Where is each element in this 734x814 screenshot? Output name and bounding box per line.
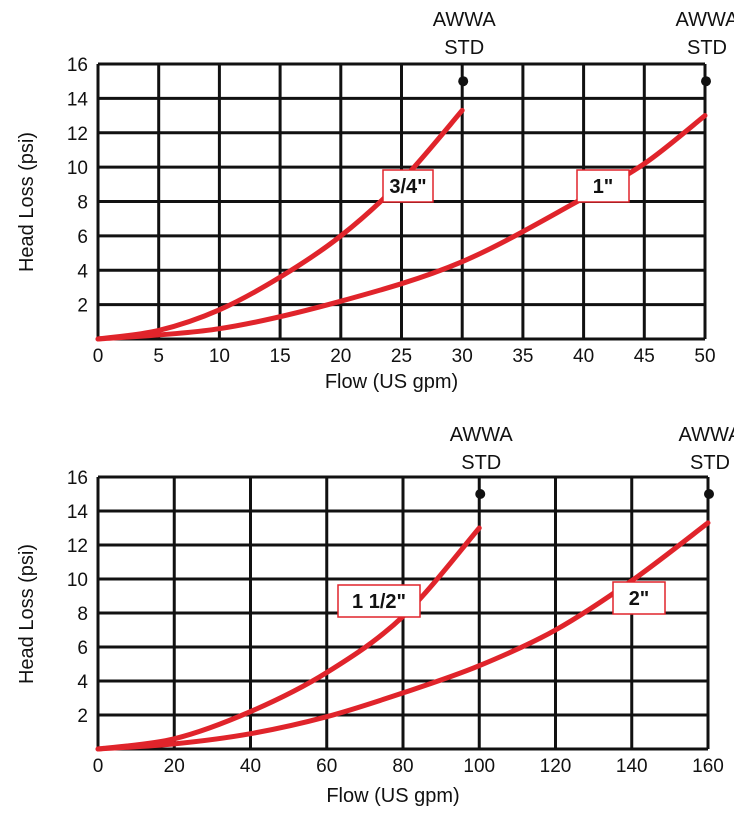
x-tick-label: 100	[463, 756, 495, 777]
x-tick-label: 5	[153, 346, 164, 367]
std-label: STD	[690, 452, 730, 474]
y-tick-label: 4	[77, 261, 88, 282]
series-label: 1 1/2"	[352, 591, 406, 613]
x-axis-title: Flow (US gpm)	[325, 371, 458, 393]
y-axis-title: Head Loss (psi)	[16, 132, 38, 272]
y-tick-label: 10	[67, 158, 88, 179]
series-label-box	[382, 169, 434, 203]
awwa-label: AWWA	[676, 9, 734, 31]
x-tick-label: 0	[93, 756, 104, 777]
awwa-std-marker	[475, 489, 486, 499]
y-tick-label: 6	[77, 227, 88, 248]
std-label: STD	[461, 452, 501, 474]
x-tick-label: 15	[270, 346, 291, 367]
awwa-label: AWWA	[450, 424, 514, 446]
y-tick-label: 8	[77, 193, 88, 214]
y-axis-title: Head Loss (psi)	[16, 544, 38, 684]
y-tick-label: 14	[67, 89, 89, 110]
x-tick-label: 40	[573, 346, 594, 367]
awwa-std-marker	[458, 76, 469, 87]
std-label: STD	[687, 37, 727, 59]
series-line	[95, 113, 708, 342]
y-tick-label: 8	[77, 604, 88, 625]
awwa-label: AWWA	[679, 424, 734, 446]
x-tick-label: 25	[391, 346, 412, 367]
x-tick-label: 120	[540, 756, 572, 777]
x-axis-title: Flow (US gpm)	[326, 785, 459, 807]
std-label: STD	[444, 37, 484, 59]
x-tick-label: 20	[330, 346, 351, 367]
y-tick-label: 12	[67, 536, 88, 557]
y-tick-label: 4	[77, 672, 88, 693]
y-tick-label: 12	[67, 124, 88, 145]
series-label: 3/4"	[389, 176, 426, 198]
awwa-label: AWWA	[433, 9, 497, 31]
x-tick-label: 0	[93, 346, 104, 367]
x-tick-label: 40	[240, 756, 261, 777]
x-tick-label: 10	[209, 346, 230, 367]
x-tick-label: 140	[616, 756, 648, 777]
x-tick-label: 50	[694, 346, 715, 367]
y-tick-label: 6	[77, 638, 88, 659]
series-label-box	[337, 584, 421, 618]
y-tick-label: 16	[67, 468, 88, 489]
x-tick-label: 35	[512, 346, 533, 367]
series-label: 1"	[593, 176, 614, 198]
y-tick-label: 2	[77, 706, 88, 727]
x-tick-label: 45	[634, 346, 655, 367]
awwa-std-marker	[704, 489, 714, 499]
series-label-box	[612, 581, 666, 615]
x-tick-label: 80	[392, 756, 413, 777]
x-tick-label: 30	[452, 346, 473, 367]
awwa-std-marker	[701, 76, 711, 87]
y-tick-label: 14	[67, 502, 89, 523]
y-tick-label: 16	[67, 55, 88, 76]
y-tick-label: 10	[67, 570, 88, 591]
x-tick-label: 160	[692, 756, 724, 777]
x-tick-label: 60	[316, 756, 337, 777]
chart-2: 0 20 40 60 80 100 120 140 160 2 4 6 8 10 12 14 16 Flow (U…	[16, 424, 734, 807]
chart-1: 0 5 10 15 20 25 30 35 40 45 50 2 4 6 8 10 12 14 16 Flow (US…	[16, 9, 734, 393]
y-tick-label: 2	[77, 296, 88, 317]
x-tick-label: 20	[164, 756, 185, 777]
series-label-box	[576, 169, 630, 203]
series-label: 2"	[629, 588, 650, 610]
